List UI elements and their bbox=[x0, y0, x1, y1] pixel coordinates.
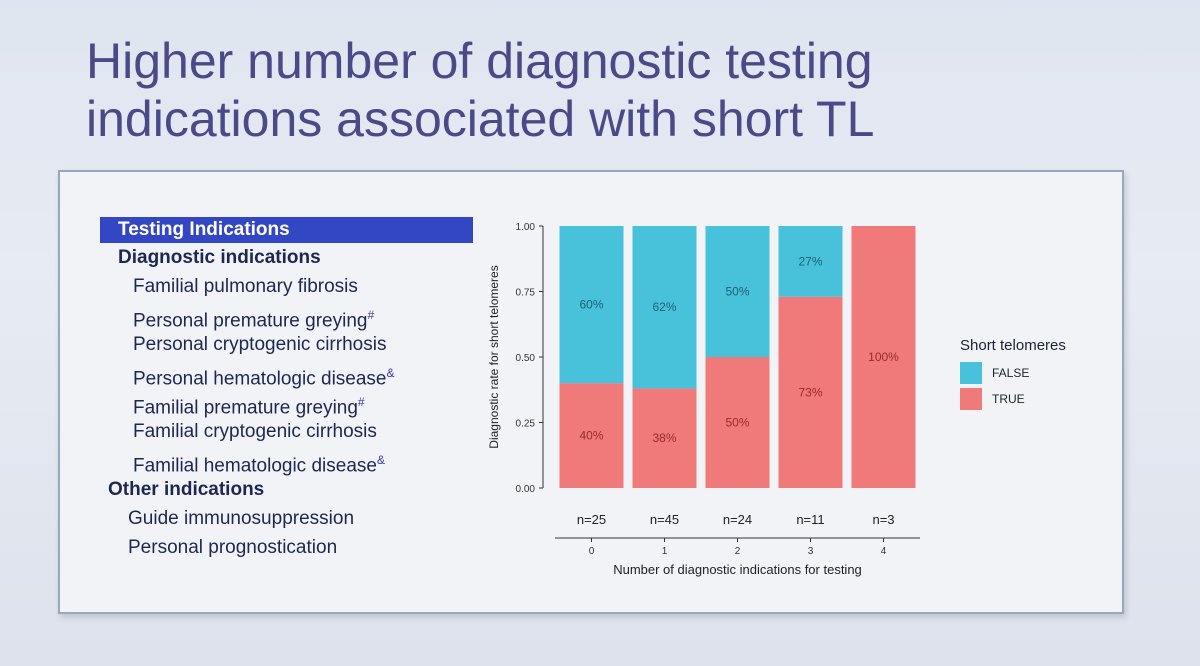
testing-indications-header: Testing Indications bbox=[100, 217, 473, 243]
bar-value-label: 100% bbox=[868, 350, 899, 364]
diagnostic-indications-items: Familial pulmonary fibrosis Personal prem… bbox=[100, 272, 480, 477]
n-count-label: n=3 bbox=[872, 512, 894, 527]
legend-swatch bbox=[960, 388, 982, 410]
bar-false bbox=[778, 226, 843, 297]
x-tick-label: 4 bbox=[881, 546, 887, 557]
slide-title: Higher number of diagnostic testing indi… bbox=[86, 32, 1086, 148]
legend-items: FALSE TRUE bbox=[960, 360, 1066, 412]
x-axis-label: Number of diagnostic indications for tes… bbox=[613, 562, 862, 577]
indication-text: Personal premature greying bbox=[133, 310, 368, 332]
bar-false bbox=[705, 226, 770, 357]
footnote-mark: # bbox=[357, 395, 365, 409]
bar-true bbox=[851, 226, 916, 488]
legend: Short telomeres FALSE TRUE bbox=[960, 337, 1066, 412]
indication-text: Familial premature greying bbox=[133, 397, 358, 419]
legend-swatch bbox=[960, 362, 982, 384]
bar-true bbox=[632, 388, 697, 488]
x-tick-label: 3 bbox=[808, 546, 814, 557]
legend-label: TRUE bbox=[992, 392, 1025, 406]
y-tick-label: 0.25 bbox=[516, 419, 536, 430]
x-tick-label: 1 bbox=[662, 546, 668, 557]
testing-indications-list: Testing Indications Diagnostic indicatio… bbox=[100, 217, 480, 562]
bar-value-label: 50% bbox=[725, 416, 749, 430]
bar-value-label: 27% bbox=[798, 254, 822, 268]
bar-value-label: 62% bbox=[652, 300, 676, 314]
y-tick-label: 0.00 bbox=[516, 484, 536, 495]
diagnostic-indication-item: Familial cryptogenic cirrhosis bbox=[100, 417, 480, 446]
indication-text: Familial pulmonary fibrosis bbox=[133, 276, 358, 297]
other-indications-items: Guide immunosuppression Personal prognost… bbox=[100, 504, 480, 562]
bar-true bbox=[778, 296, 843, 488]
indication-text: Familial cryptogenic cirrhosis bbox=[133, 421, 377, 442]
content-panel: Testing Indications Diagnostic indicatio… bbox=[58, 170, 1124, 614]
bar-value-label: 60% bbox=[579, 298, 603, 312]
indication-text: Familial hematologic disease bbox=[133, 455, 377, 477]
x-tick-label: 2 bbox=[735, 546, 741, 557]
n-count-label: n=11 bbox=[796, 512, 824, 527]
y-tick-label: 0.50 bbox=[516, 353, 536, 364]
footnote-mark: & bbox=[376, 453, 385, 467]
diagnostic-indication-item: Familial premature greying# bbox=[100, 388, 480, 419]
n-count-label: n=45 bbox=[650, 512, 679, 527]
bar-false bbox=[632, 226, 697, 389]
other-indication-item: Personal prognostication bbox=[128, 537, 338, 558]
title-line-2: indications associated with short TL bbox=[86, 91, 875, 147]
x-tick-label: 0 bbox=[589, 546, 595, 557]
stacked-bar-chart: 0.00 0.25 0.50 0.75 1.00 Diagnostic rate for … bbox=[487, 222, 920, 577]
legend-title: Short telomeres bbox=[960, 337, 1066, 354]
indication-text: Personal hematologic disease bbox=[133, 368, 387, 390]
other-indications-title: Other indications bbox=[108, 479, 265, 500]
title-line-1: Higher number of diagnostic testing bbox=[86, 33, 873, 89]
diagnostic-indication-item: Familial pulmonary fibrosis bbox=[100, 272, 480, 301]
bar-true bbox=[559, 383, 624, 488]
diagnostic-indication-item: Familial hematologic disease& bbox=[100, 446, 480, 477]
bar-value-label: 50% bbox=[725, 285, 749, 299]
diagnostic-indication-item: Personal hematologic disease& bbox=[100, 359, 480, 390]
bar-value-label: 73% bbox=[798, 385, 822, 399]
legend-item: TRUE bbox=[960, 386, 1066, 412]
diagnostic-indications-title: Diagnostic indications bbox=[118, 247, 321, 268]
y-axis-label: Diagnostic rate for short telomeres bbox=[487, 265, 501, 448]
diagnostic-indication-item: Personal premature greying# bbox=[100, 301, 480, 332]
legend-item: FALSE bbox=[960, 360, 1066, 386]
diagnostic-indication-item: Personal cryptogenic cirrhosis bbox=[100, 330, 480, 359]
y-tick-label: 0.75 bbox=[516, 288, 536, 299]
bar-value-label: 38% bbox=[652, 431, 676, 445]
footnote-mark: # bbox=[367, 308, 375, 322]
y-tick-label: 1.00 bbox=[516, 222, 536, 233]
other-indication-item: Guide immunosuppression bbox=[128, 508, 355, 529]
indication-text: Personal cryptogenic cirrhosis bbox=[133, 334, 387, 355]
footnote-mark: & bbox=[386, 366, 395, 380]
bar-false bbox=[559, 226, 624, 384]
legend-label: FALSE bbox=[992, 366, 1030, 380]
bar-true bbox=[705, 357, 770, 488]
n-count-label: n=24 bbox=[723, 512, 752, 527]
n-count-label: n=25 bbox=[577, 512, 606, 527]
bar-value-label: 40% bbox=[579, 429, 603, 443]
